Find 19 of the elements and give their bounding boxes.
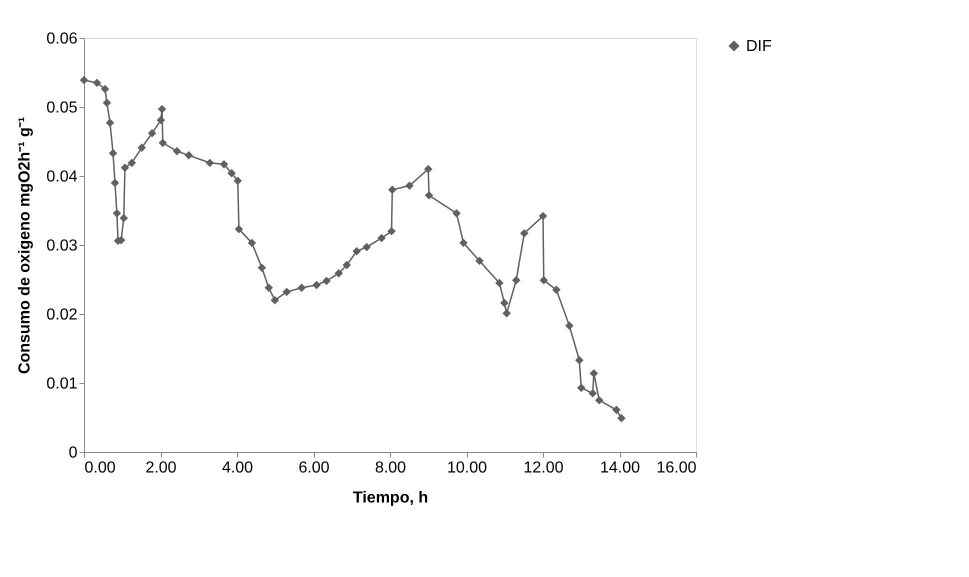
y-tick-label: 0.06 (46, 30, 78, 48)
x-tick-label: 8.00 (374, 460, 406, 476)
x-tick-label: 6.00 (298, 460, 330, 476)
x-tick-label: 14.00 (600, 460, 640, 476)
x-tick-label: 16.00 (656, 460, 697, 476)
y-tick-label: 0.01 (46, 376, 78, 392)
x-tick-label: 0.00 (84, 460, 116, 476)
x-tick-label: 12.00 (523, 460, 564, 476)
y-axis-title: Consumo de oxigeno mgO2h⁻¹ g⁻¹ (16, 116, 34, 374)
y-tick-label: 0.02 (46, 306, 78, 324)
y-tick-label: 0.05 (46, 100, 78, 116)
legend-label: DIF (746, 38, 772, 55)
y-tick-label: 0.04 (46, 168, 78, 186)
x-tick-label: 2.00 (145, 460, 177, 476)
y-tick-label: 0.03 (46, 238, 78, 254)
x-axis-title: Tiempo, h (352, 490, 428, 506)
x-tick-label: 10.00 (446, 460, 488, 476)
y-tick-label: 0 (68, 444, 78, 462)
x-tick-label: 4.00 (222, 460, 254, 476)
